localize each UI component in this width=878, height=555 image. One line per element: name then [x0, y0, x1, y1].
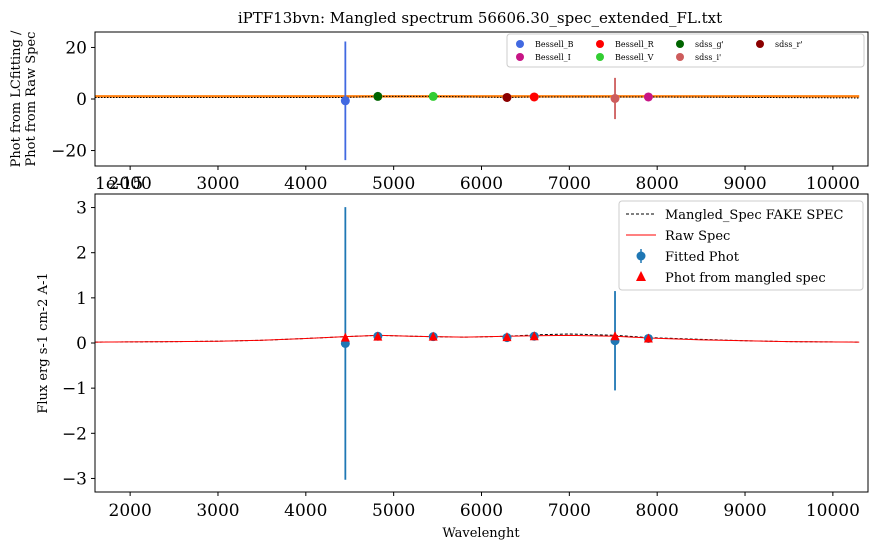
top-chart: 2000 3000 4000 5000 6000 7000 8000 9000 10000 −2…: [9, 30, 869, 194]
top-xtick-label: 3000: [196, 174, 239, 194]
legend-label-bessell-v: Bessell_V: [615, 53, 654, 62]
top-xtick-label: 10000: [806, 174, 860, 194]
top-xtick-label: 6000: [460, 174, 503, 194]
legend-label-bessell-b: Bessell_B: [535, 40, 574, 49]
legend-label-sdss-g: sdss_g': [695, 40, 724, 49]
bottom-y-label: Flux erg s-1 cm-2 A-1: [36, 272, 51, 413]
legend-fitted-marker: [636, 251, 646, 261]
top-ytick-label: −20: [51, 142, 87, 162]
bottom-ytick-label: 2: [76, 244, 87, 264]
bottom-x-label: Wavelenght: [442, 526, 520, 541]
bottom-xtick-label: 3000: [196, 501, 239, 521]
top-xtick-label: 8000: [636, 174, 679, 194]
legend-marker-sdss-r: [756, 40, 764, 48]
point-bessell-i: [643, 92, 653, 102]
phot-mangled-point: [502, 332, 512, 342]
legend-photmangled-marker: [636, 271, 646, 281]
top-xtick-label: 5000: [372, 174, 415, 194]
legend-mangled-label: Mangled_Spec FAKE SPEC: [665, 208, 844, 223]
top-xtick-label: 2000: [109, 174, 152, 194]
point-sdss-g: [373, 91, 383, 101]
phot-mangled-point: [340, 332, 350, 342]
point-bessell-r: [529, 92, 539, 102]
legend-marker-bessell-r: [596, 40, 604, 48]
bottom-legend: Mangled_Spec FAKE SPEC Raw Spec Fitted P…: [618, 200, 864, 291]
top-x-ticks: 2000 3000 4000 5000 6000 7000 8000 9000 10000: [109, 166, 860, 194]
top-y-label-line2: Phot from Raw Spec: [24, 32, 39, 167]
bottom-y-ticks: −3 −2 −1 0 1 2 3: [62, 199, 95, 489]
point-bessell-v: [428, 91, 438, 101]
bottom-ytick-label: −3: [62, 469, 87, 489]
legend-marker-sdss-g: [676, 40, 684, 48]
bottom-x-ticks: 2000 3000 4000 5000 6000 7000 8000 9000 10000: [109, 492, 860, 521]
legend-marker-sdss-i: [676, 53, 684, 61]
bottom-xtick-label: 7000: [548, 501, 591, 521]
legend-marker-bessell-v: [596, 53, 604, 61]
bottom-ytick-label: 0: [76, 334, 87, 354]
legend-fitted-label: Fitted Phot: [665, 250, 740, 265]
top-ytick-label: 0: [76, 90, 87, 110]
point-sdss-r: [502, 92, 512, 102]
phot-mangled-point: [643, 333, 653, 343]
top-legend-box: [506, 33, 865, 68]
bottom-spectrum-marks: [94, 207, 860, 480]
top-legend: Bessell_B Bessell_I Bessell_R Bessell_V sdss…: [506, 33, 865, 68]
bottom-xtick-label: 6000: [460, 501, 503, 521]
top-ytick-label: 20: [65, 38, 87, 58]
top-xtick-label: 4000: [284, 174, 327, 194]
raw-spec-line: [94, 334, 860, 343]
top-chart-title: iPTF13bvn: Mangled spectrum 56606.30_spe…: [238, 9, 722, 27]
top-y-label-line1: Phot from LCfitting /: [9, 30, 24, 167]
top-xtick-label: 7000: [548, 174, 591, 194]
phot-mangled-point: [610, 331, 620, 341]
legend-marker-bessell-i: [516, 53, 524, 61]
top-xtick-label: 9000: [723, 174, 766, 194]
legend-label-sdss-i: sdss_i': [695, 53, 721, 62]
legend-photmangled-label: Phot from mangled spec: [665, 271, 826, 286]
phot-mangled-point: [529, 331, 539, 341]
top-ratio-marks: [95, 41, 860, 161]
bottom-xtick-label: 9000: [723, 501, 766, 521]
point-bessell-b: [340, 96, 350, 106]
top-y-ticks: −20 0 20: [51, 38, 95, 162]
bottom-xtick-label: 10000: [806, 501, 860, 521]
point-sdss-i: [610, 93, 620, 103]
top-offset-text: 1e-15: [95, 174, 143, 194]
legend-raw-label: Raw Spec: [665, 229, 730, 244]
bottom-xtick-label: 4000: [284, 501, 327, 521]
legend-label-bessell-i: Bessell_I: [535, 53, 571, 62]
bottom-xtick-label: 2000: [109, 501, 152, 521]
legend-label-bessell-r: Bessell_R: [615, 40, 655, 49]
legend-marker-bessell-b: [516, 40, 524, 48]
legend-label-sdss-r: sdss_r': [775, 40, 802, 49]
bottom-xtick-label: 8000: [636, 501, 679, 521]
bottom-legend-box: [618, 200, 864, 291]
bottom-ytick-label: −1: [62, 379, 87, 399]
bottom-chart: 2000 3000 4000 5000 6000 7000 8000 9000 10000 −3…: [36, 193, 869, 541]
bottom-ytick-label: −2: [62, 424, 87, 444]
phot-mangled-point: [373, 331, 383, 341]
bottom-ytick-label: 1: [76, 289, 87, 309]
bottom-ytick-label: 3: [76, 199, 87, 219]
bottom-xtick-label: 5000: [372, 501, 415, 521]
phot-mangled-point: [428, 331, 438, 341]
